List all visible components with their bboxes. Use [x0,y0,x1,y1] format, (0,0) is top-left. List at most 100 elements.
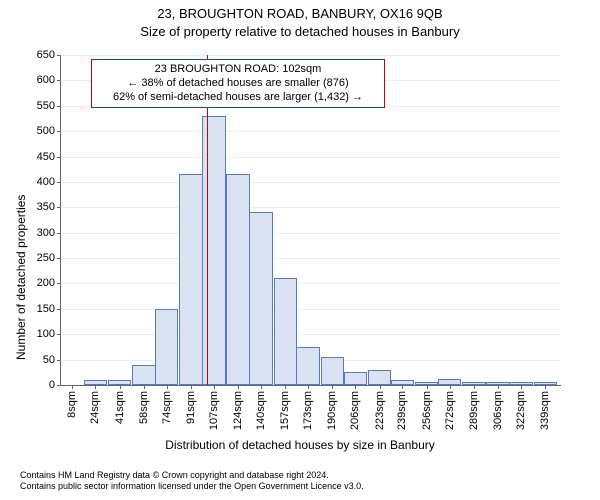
x-tick-label: 322sqm [515,391,527,430]
y-tick-label: 0 [49,379,55,391]
x-tick-mark [167,385,168,389]
histogram-bar [274,278,298,385]
y-tick-mark [57,207,61,208]
y-tick-label: 600 [37,74,55,86]
y-tick-label: 100 [37,328,55,340]
x-tick-mark [402,385,403,389]
y-tick-mark [57,106,61,107]
x-tick-label: 157sqm [279,391,291,430]
x-tick-label: 272sqm [444,391,456,430]
x-tick-label: 256sqm [421,391,433,430]
histogram-bar [321,357,345,385]
histogram-bar [368,370,392,385]
copyright-line2: Contains public sector information licen… [20,481,364,492]
x-tick-label: 140sqm [255,391,267,430]
y-tick-label: 250 [37,252,55,264]
y-tick-label: 450 [37,151,55,163]
histogram-bar [226,174,250,385]
x-tick-mark [498,385,499,389]
x-tick-label: 124sqm [232,391,244,430]
x-tick-label: 239sqm [396,391,408,430]
x-tick-mark [261,385,262,389]
annotation-box: 23 BROUGHTON ROAD: 102sqm← 38% of detach… [91,59,385,108]
x-tick-label: 74sqm [161,391,173,424]
x-tick-label: 306sqm [492,391,504,430]
y-tick-mark [57,55,61,56]
y-tick-mark [57,182,61,183]
x-tick-label: 107sqm [208,391,220,430]
x-tick-label: 190sqm [326,391,338,430]
gridline [61,182,561,183]
x-tick-mark [72,385,73,389]
x-tick-label: 41sqm [114,391,126,424]
x-tick-mark [355,385,356,389]
y-axis-label: Number of detached properties [14,195,28,360]
y-tick-mark [57,131,61,132]
y-tick-mark [57,360,61,361]
annotation-line1: 23 BROUGHTON ROAD: 102sqm [98,63,378,77]
gridline [61,334,561,335]
y-tick-label: 350 [37,201,55,213]
x-tick-mark [521,385,522,389]
x-tick-mark [144,385,145,389]
y-tick-mark [57,309,61,310]
x-tick-label: 223sqm [374,391,386,430]
x-tick-mark [285,385,286,389]
y-tick-mark [57,385,61,386]
y-tick-label: 550 [37,100,55,112]
histogram-bar [344,372,368,385]
histogram-bar [249,212,273,385]
y-tick-label: 650 [37,49,55,61]
x-tick-label: 206sqm [349,391,361,430]
y-tick-label: 400 [37,176,55,188]
histogram-bar [155,309,179,385]
x-tick-label: 58sqm [138,391,150,424]
x-tick-label: 289sqm [468,391,480,430]
x-tick-mark [191,385,192,389]
x-tick-label: 24sqm [89,391,101,424]
histogram-bar [202,116,226,385]
x-tick-mark [474,385,475,389]
x-tick-mark [380,385,381,389]
y-tick-label: 150 [37,303,55,315]
gridline [61,55,561,56]
y-tick-mark [57,258,61,259]
y-tick-label: 500 [37,125,55,137]
x-axis-label: Distribution of detached houses by size … [0,438,600,452]
gridline [61,309,561,310]
copyright-line1: Contains HM Land Registry data © Crown c… [20,470,364,481]
x-tick-mark [95,385,96,389]
page-title-address: 23, BROUGHTON ROAD, BANBURY, OX16 9QB [0,6,600,21]
annotation-line2: ← 38% of detached houses are smaller (87… [98,77,378,91]
y-tick-mark [57,157,61,158]
gridline [61,258,561,259]
x-tick-mark [238,385,239,389]
x-tick-mark [545,385,546,389]
gridline [61,283,561,284]
x-tick-mark [308,385,309,389]
x-tick-mark [427,385,428,389]
x-tick-mark [450,385,451,389]
x-tick-mark [120,385,121,389]
gridline [61,131,561,132]
gridline [61,207,561,208]
x-tick-label: 91sqm [185,391,197,424]
y-tick-label: 200 [37,277,55,289]
histogram-plot: 0501001502002503003504004505005506006508… [60,55,561,386]
copyright-text: Contains HM Land Registry data © Crown c… [20,470,364,493]
annotation-line3: 62% of semi-detached houses are larger (… [98,91,378,105]
page-title-desc: Size of property relative to detached ho… [0,24,600,39]
gridline [61,233,561,234]
x-tick-mark [332,385,333,389]
x-tick-label: 339sqm [539,391,551,430]
y-tick-mark [57,283,61,284]
x-tick-label: 8sqm [66,391,78,418]
x-tick-mark [214,385,215,389]
y-tick-mark [57,233,61,234]
histogram-bar [132,365,156,385]
x-tick-label: 173sqm [302,391,314,430]
y-tick-label: 300 [37,227,55,239]
y-tick-label: 50 [43,354,55,366]
y-tick-mark [57,334,61,335]
y-tick-mark [57,80,61,81]
